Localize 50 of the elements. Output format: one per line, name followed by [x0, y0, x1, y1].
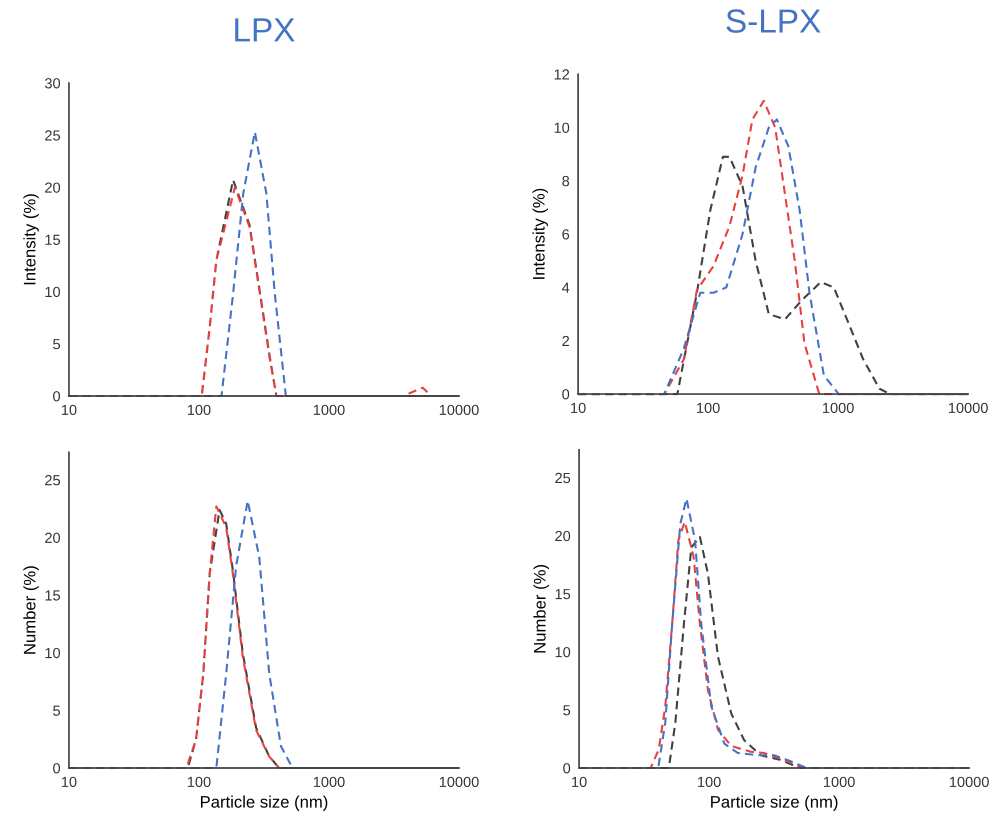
y-tick-label: 25	[45, 130, 60, 141]
y-tick-label: 10	[556, 646, 570, 658]
y-axis-title: Intensity (%)	[23, 194, 39, 284]
y-tick-label: 5	[53, 706, 60, 716]
chart-title: S-LPX	[726, 9, 821, 33]
y-tick-label: 15	[46, 590, 60, 601]
x-tick-label: 1000	[824, 776, 855, 788]
y-tick-label: 10	[554, 122, 570, 133]
y-tick-label: 15	[46, 234, 60, 245]
x-tick-label: 100	[698, 776, 721, 788]
x-tick-label: 10000	[948, 402, 988, 414]
y-tick-label: 25	[555, 472, 570, 484]
x-tick-label: 100	[188, 404, 211, 416]
y-tick-label: 5	[563, 705, 570, 716]
y-tick-label: 20	[555, 530, 570, 542]
y-tick-label: 0	[53, 763, 60, 774]
x-tick-label: 100	[188, 776, 211, 788]
y-axis-title: Number (%)	[23, 566, 39, 654]
chart-title: LPX	[235, 18, 295, 42]
x-tick-label: 1000	[823, 402, 854, 414]
y-tick-label: 4	[562, 282, 570, 293]
y-tick-label: 10	[46, 286, 60, 298]
y-axis-title: Intensity (%)	[532, 188, 548, 279]
y-tick-label: 20	[45, 532, 60, 543]
x-tick-label: 10	[62, 404, 76, 416]
y-tick-label: 0	[563, 763, 570, 774]
y-tick-label: 12	[554, 69, 570, 80]
x-tick-label: 10000	[950, 776, 989, 788]
x-tick-label: 1000	[314, 776, 345, 788]
y-tick-label: 10	[46, 648, 60, 658]
x-axis-title: Particle size (nm)	[200, 796, 328, 812]
y-tick-label: 5	[53, 339, 60, 350]
y-tick-label: 15	[556, 589, 570, 600]
x-tick-label: 100	[697, 402, 720, 414]
x-tick-label: 10000	[440, 404, 479, 416]
y-tick-label: 25	[45, 475, 60, 486]
x-axis-title: Particle size (nm)	[711, 796, 838, 812]
x-tick-label: 10	[62, 776, 76, 788]
x-tick-label: 10	[572, 776, 587, 788]
y-tick-label: 0	[562, 389, 570, 400]
x-tick-label: 1000	[314, 404, 345, 416]
y-tick-label: 0	[53, 391, 60, 402]
x-tick-label: 10000	[440, 776, 479, 788]
x-tick-label: 10	[571, 402, 586, 414]
y-tick-label: 30	[44, 78, 60, 88]
y-tick-label: 8	[562, 176, 570, 186]
y-tick-label: 6	[562, 229, 570, 240]
y-tick-label: 2	[562, 336, 570, 346]
y-tick-label: 20	[45, 182, 60, 193]
y-axis-title: Number (%)	[533, 565, 549, 652]
